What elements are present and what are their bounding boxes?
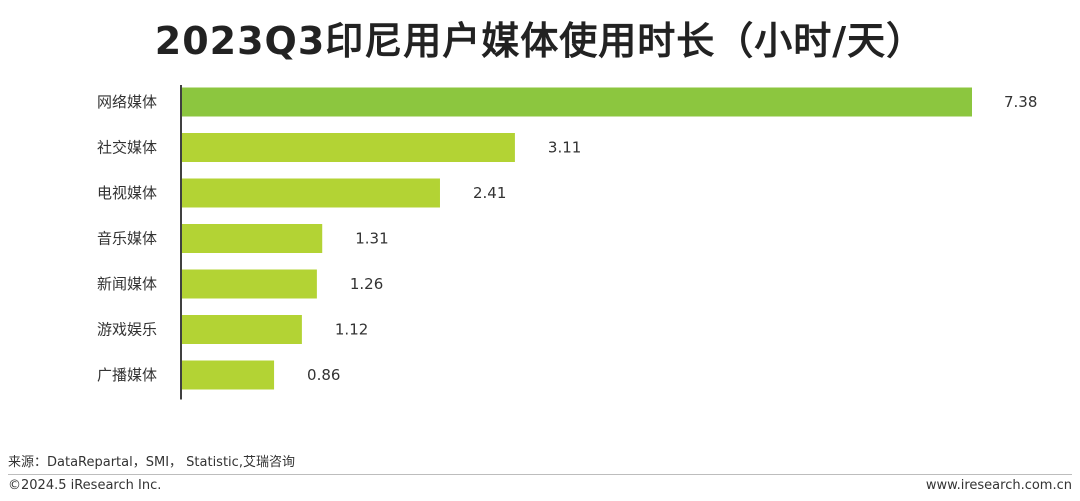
bar xyxy=(182,269,317,299)
bar-chart: 网络媒体 7.38 社交媒体 3.11 电视媒体 2.41 音乐媒体 1.31 新闻媒体 1.26… xyxy=(97,85,1037,400)
chart-title: 2023Q3印尼用户媒体使用时长（小时/天） xyxy=(154,19,926,63)
source-note: 来源：DataRepartal，SMI， Statistic,艾瑞咨询 xyxy=(8,455,295,470)
bar xyxy=(182,133,515,162)
data-label: 1.12 xyxy=(335,321,368,339)
data-label: 1.26 xyxy=(350,275,383,293)
bar xyxy=(182,360,275,390)
category-label: 音乐媒体 xyxy=(97,230,157,248)
bar xyxy=(182,178,440,208)
copyright-text: ©2024.5 iResearch Inc. xyxy=(8,478,162,493)
category-label: 电视媒体 xyxy=(97,184,157,202)
website-link[interactable]: www.iresearch.com.cn xyxy=(925,478,1072,493)
category-label: 新闻媒体 xyxy=(97,275,157,293)
footer-divider xyxy=(8,474,1072,475)
category-label: 游戏娱乐 xyxy=(97,321,157,339)
bar xyxy=(182,87,972,117)
category-label: 广播媒体 xyxy=(97,366,157,384)
category-label: 网络媒体 xyxy=(97,93,157,111)
category-label: 社交媒体 xyxy=(97,139,157,157)
bar xyxy=(182,224,323,253)
data-label: 3.11 xyxy=(548,139,581,157)
bar xyxy=(182,315,302,344)
data-label: 2.41 xyxy=(473,184,506,202)
data-label: 0.86 xyxy=(307,366,340,384)
data-label: 1.31 xyxy=(355,230,388,248)
data-label: 7.38 xyxy=(1004,93,1037,111)
